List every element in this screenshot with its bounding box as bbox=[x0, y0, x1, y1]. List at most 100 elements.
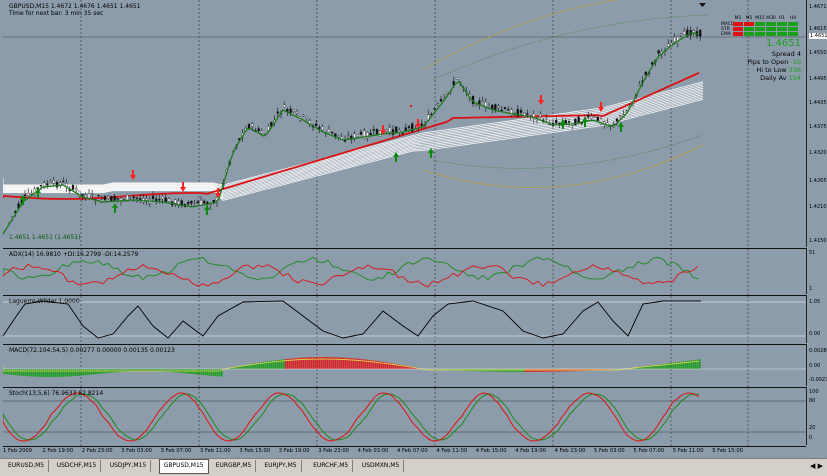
macd-bar bbox=[99, 369, 101, 374]
sell-arrow bbox=[598, 102, 604, 112]
chart-title: GBPUSD,M15 1.4672 1.4676 1.4651 1.4651 bbox=[9, 3, 141, 10]
ema-green bbox=[3, 33, 699, 234]
macd-bar bbox=[37, 369, 39, 377]
scale-tick-label: 1.05 bbox=[809, 299, 820, 305]
buy-arrow bbox=[618, 122, 624, 132]
macd-bar bbox=[73, 369, 75, 376]
symbol-tab[interactable]: USDCHF,M15 bbox=[53, 460, 102, 472]
main-price-pane[interactable]: GBPUSD,M15 1.4672 1.4676 1.4651 1.4651 T… bbox=[3, 0, 806, 247]
symbol-tab[interactable]: USDJPY,M15 bbox=[106, 460, 151, 472]
buy-arrow bbox=[204, 205, 210, 215]
macd-bar bbox=[41, 369, 43, 377]
macd-bar bbox=[541, 369, 543, 372]
scale-tick-label: 1.4671 bbox=[809, 4, 827, 10]
candle-body bbox=[504, 107, 506, 108]
candle-body bbox=[494, 105, 496, 110]
candle-body bbox=[114, 196, 116, 200]
symbol-tab[interactable]: EURUSD,M5 bbox=[4, 460, 49, 472]
macd-bar bbox=[27, 369, 29, 376]
info-row-label: Spread bbox=[772, 50, 797, 58]
macd-bar bbox=[33, 369, 35, 377]
candle-body bbox=[190, 201, 192, 203]
candle-body bbox=[440, 99, 442, 101]
macd-scale[interactable]: 0.002800.00-0.00270 bbox=[806, 344, 827, 386]
macd-bar bbox=[517, 369, 519, 372]
current-price-marker: 1.4651 bbox=[809, 33, 827, 39]
candle-body bbox=[594, 116, 596, 117]
candle-body bbox=[555, 120, 557, 123]
candle-body bbox=[347, 136, 349, 137]
upper-band-outer bbox=[423, 0, 703, 70]
scale-tick-label: -0.00270 bbox=[809, 377, 827, 383]
timeframe-label: M15 bbox=[755, 16, 765, 21]
candle-body bbox=[328, 129, 330, 132]
candle-body bbox=[286, 109, 288, 111]
time-axis-label: 4 Feb 11:00 bbox=[436, 448, 467, 454]
symbol-tab[interactable]: EURJPY,M5 bbox=[260, 460, 301, 472]
candle-body bbox=[50, 181, 52, 182]
candle-body bbox=[638, 84, 640, 85]
scale-tick-label: 51 bbox=[809, 250, 815, 256]
laguerre-pane[interactable]: Laguerre-Wilder 1.0000 bbox=[3, 295, 806, 344]
candle-body bbox=[645, 72, 647, 75]
macd-pane[interactable]: MACD(72,104,54,5) 0.00277 0.00000 0.0013… bbox=[3, 344, 806, 387]
timeframe-label: M30 bbox=[766, 16, 776, 21]
macd-label: MACD(72,104,54,5) 0.00277 0.00000 0.0013… bbox=[9, 347, 175, 354]
time-axis-label: 3 Feb 03:00 bbox=[121, 448, 152, 454]
laguerre-scale[interactable]: 1.05 0.00 bbox=[806, 295, 827, 343]
candle-body bbox=[546, 118, 548, 119]
adx-pane[interactable]: ADX(14) 16.9810 +DI:16.2799 -DI:14.2579 bbox=[3, 248, 806, 295]
time-axis-label: 5 Feb 11:00 bbox=[673, 448, 704, 454]
symbol-tab[interactable]: EURCHF,M5 bbox=[309, 460, 353, 472]
macd-bar bbox=[121, 369, 123, 372]
candle-body bbox=[91, 193, 93, 194]
scale-tick-label: 1 bbox=[809, 286, 812, 292]
info-row-value: -10 bbox=[790, 58, 801, 66]
ma-ribbon-line bbox=[3, 82, 703, 185]
candle-body bbox=[82, 194, 84, 195]
candle-body bbox=[315, 124, 317, 126]
tab-scroll-arrows[interactable]: ◀ ▶ bbox=[810, 462, 823, 470]
candle-body bbox=[203, 201, 205, 203]
candle-body bbox=[386, 130, 388, 132]
chart-window[interactable]: GBPUSD,M15 1.4672 1.4676 1.4651 1.4651 T… bbox=[0, 0, 827, 458]
candle-body bbox=[258, 128, 260, 130]
timeframe-label: H4 bbox=[788, 16, 798, 21]
candle-body bbox=[498, 106, 500, 108]
symbol-tab[interactable]: GBPUSD,M15 bbox=[159, 459, 209, 474]
symbol-tab[interactable]: USDMXN,M5 bbox=[358, 460, 405, 472]
symbol-tab[interactable]: EURGBP,M5 bbox=[212, 460, 257, 472]
candle-body bbox=[62, 181, 64, 182]
candle-body bbox=[674, 37, 676, 42]
macd-bar bbox=[211, 369, 213, 376]
candle-body bbox=[408, 126, 410, 127]
macd-bar bbox=[11, 369, 13, 375]
macd-bar bbox=[511, 369, 513, 372]
candle-body bbox=[107, 196, 109, 198]
candle-body bbox=[680, 34, 682, 35]
macd-bar bbox=[537, 369, 539, 372]
macd-bar bbox=[5, 369, 7, 374]
candle-body bbox=[24, 195, 26, 196]
ma-ribbon-line bbox=[3, 88, 703, 190]
price-chart bbox=[3, 0, 806, 247]
stoch-pane[interactable]: Stoch(13,5,6) 76.9633 82.8214 bbox=[3, 387, 806, 446]
scale-tick-label: 0.00 bbox=[809, 331, 820, 337]
stoch-label: Stoch(13,5,6) 76.9633 82.8214 bbox=[9, 390, 103, 397]
macd-bar bbox=[505, 369, 507, 372]
scale-tick-label: 100 bbox=[809, 389, 819, 395]
candle-body bbox=[117, 198, 119, 199]
adx-scale[interactable]: 51 1 bbox=[806, 248, 827, 294]
candle-body bbox=[200, 200, 202, 205]
candle-body bbox=[210, 205, 212, 206]
ma-ribbon-line bbox=[3, 83, 703, 186]
macd-bar bbox=[501, 369, 503, 372]
candle-body bbox=[152, 196, 154, 199]
macd-bar bbox=[61, 369, 63, 377]
macd-bar bbox=[43, 369, 45, 377]
time-axis-label: 5 Feb 15:00 bbox=[712, 448, 743, 454]
